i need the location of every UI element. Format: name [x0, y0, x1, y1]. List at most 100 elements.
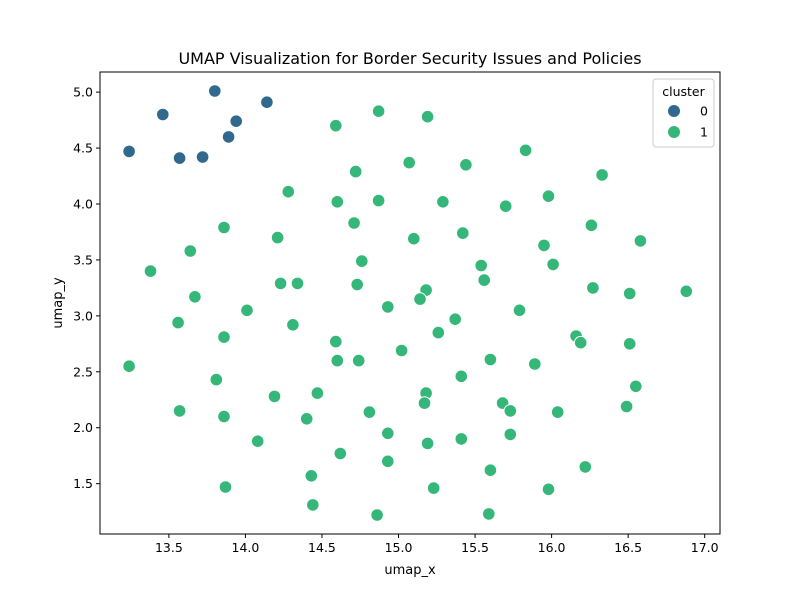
point-cluster-1-67: [550, 405, 565, 419]
point-cluster-1-29: [290, 276, 305, 291]
point-cluster-1-49: [622, 337, 637, 351]
point-cluster-1-58: [310, 386, 325, 400]
point-cluster-1-54: [122, 359, 136, 374]
point-cluster-1-4: [402, 155, 417, 170]
legend-marker-cluster-1: [667, 125, 681, 139]
x-tick-label: 15.0: [385, 540, 413, 555]
x-tick-label: 14.0: [232, 540, 260, 555]
point-cluster-1-3: [518, 143, 533, 158]
point-cluster-1-83: [306, 498, 320, 512]
point-cluster-1-0: [371, 104, 386, 118]
x-tick-label: 14.5: [308, 540, 336, 555]
y-tick-label: 3.0: [73, 308, 93, 323]
point-cluster-0-2: [156, 107, 170, 122]
point-cluster-1-10: [330, 195, 345, 209]
point-cluster-0-6: [195, 150, 210, 164]
point-cluster-1-47: [329, 334, 343, 349]
points-layer: [122, 84, 694, 522]
plot-area-frame: [99, 71, 721, 535]
point-cluster-1-71: [503, 427, 518, 442]
legend-title: cluster: [662, 84, 705, 99]
point-cluster-1-33: [622, 286, 637, 301]
point-cluster-1-63: [619, 399, 634, 414]
point-cluster-1-74: [420, 436, 435, 451]
point-cluster-1-17: [270, 230, 285, 245]
point-cluster-1-41: [171, 315, 185, 330]
point-cluster-0-7: [172, 151, 187, 165]
point-cluster-1-36: [413, 292, 427, 306]
point-cluster-1-18: [407, 231, 421, 246]
legend: cluster 0 1: [652, 78, 715, 148]
point-cluster-1-78: [483, 463, 498, 478]
point-cluster-1-21: [537, 238, 551, 253]
point-cluster-1-53: [528, 357, 542, 371]
point-cluster-1-43: [431, 325, 446, 340]
point-cluster-1-38: [240, 303, 254, 318]
point-cluster-1-82: [541, 482, 556, 497]
point-cluster-1-8: [281, 184, 296, 199]
point-cluster-1-81: [426, 481, 441, 495]
point-cluster-1-50: [330, 353, 345, 368]
point-cluster-1-51: [351, 353, 366, 368]
point-cluster-1-32: [586, 281, 600, 295]
point-cluster-1-25: [474, 258, 489, 273]
y-tick-label: 4.0: [73, 197, 93, 212]
x-axis: 13.5 14.0 14.5 15.0 15.5 16.0 16.5 17.0: [155, 534, 719, 555]
point-cluster-1-48: [394, 343, 409, 358]
point-cluster-1-68: [217, 409, 231, 424]
legend-label-cluster-1: 1: [700, 125, 708, 140]
point-cluster-0-4: [221, 130, 236, 144]
point-cluster-1-2: [329, 118, 343, 133]
point-cluster-0-0: [208, 84, 222, 98]
point-cluster-1-65: [172, 404, 187, 418]
x-tick-label: 13.5: [155, 540, 183, 555]
point-cluster-1-44: [217, 330, 231, 344]
point-cluster-1-61: [417, 396, 432, 410]
x-tick-label: 15.5: [461, 540, 489, 555]
y-axis: 1.5 2.0 2.5 3.0 3.5 4.0 4.5 5.0: [73, 85, 100, 491]
point-cluster-1-24: [546, 257, 560, 272]
y-tick-label: 5.0: [73, 85, 93, 100]
point-cluster-1-26: [143, 264, 158, 278]
point-cluster-0-5: [122, 144, 136, 159]
point-cluster-1-77: [578, 460, 593, 474]
x-tick-label: 16.5: [614, 540, 642, 555]
point-cluster-1-14: [347, 216, 361, 230]
point-cluster-1-1: [420, 109, 435, 124]
point-cluster-1-40: [448, 312, 463, 327]
point-cluster-1-55: [454, 369, 469, 384]
point-cluster-1-9: [541, 189, 556, 203]
legend-label-cluster-0: 0: [700, 104, 708, 119]
point-cluster-1-27: [477, 273, 492, 287]
y-tick-label: 4.5: [73, 141, 93, 156]
point-cluster-1-42: [286, 318, 300, 332]
point-cluster-1-69: [299, 412, 314, 426]
point-cluster-1-19: [456, 226, 470, 240]
point-cluster-1-79: [304, 469, 319, 483]
point-cluster-1-60: [267, 389, 282, 404]
point-cluster-1-75: [333, 446, 348, 461]
point-cluster-1-11: [371, 193, 386, 208]
y-axis-label: umap_y: [51, 277, 66, 329]
point-cluster-1-28: [273, 276, 288, 291]
point-cluster-1-16: [584, 218, 599, 233]
y-tick-label: 2.5: [73, 364, 93, 379]
point-cluster-1-23: [355, 254, 369, 268]
point-cluster-1-15: [217, 220, 231, 235]
point-cluster-1-13: [498, 199, 513, 213]
point-cluster-1-72: [454, 432, 469, 446]
point-cluster-1-80: [218, 480, 233, 494]
point-cluster-1-84: [370, 508, 384, 522]
point-cluster-1-85: [482, 507, 496, 521]
point-cluster-1-5: [459, 158, 473, 172]
point-cluster-1-57: [629, 379, 643, 394]
point-cluster-1-35: [188, 290, 202, 304]
point-cluster-1-6: [348, 164, 363, 179]
point-cluster-1-56: [209, 372, 224, 387]
point-cluster-1-46: [573, 335, 588, 350]
point-cluster-1-52: [483, 352, 498, 367]
point-cluster-1-12: [436, 195, 450, 209]
point-cluster-1-73: [250, 434, 265, 449]
point-cluster-1-64: [503, 404, 518, 418]
